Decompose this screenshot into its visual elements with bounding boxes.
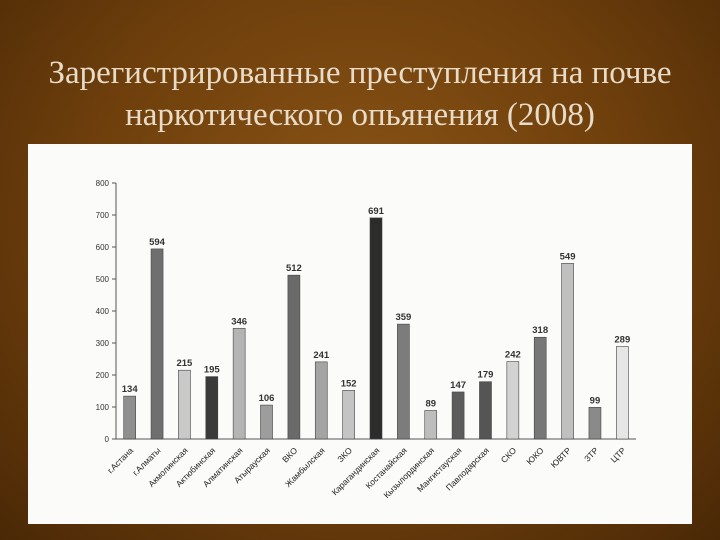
data-label: 242 — [505, 350, 521, 361]
data-label: 512 — [286, 263, 302, 274]
x-tick-label: Карагандинская — [330, 445, 382, 497]
data-label: 99 — [590, 395, 601, 406]
data-label: 549 — [560, 251, 576, 262]
bar — [479, 381, 492, 440]
bar — [123, 395, 136, 440]
bar — [369, 217, 383, 440]
data-label: 152 — [341, 378, 357, 389]
bar — [588, 407, 602, 440]
bar — [561, 263, 574, 440]
bar — [342, 390, 355, 440]
data-label: 147 — [450, 380, 466, 391]
data-label: 195 — [204, 365, 221, 376]
x-tick-label: ЦТР — [609, 445, 628, 464]
y-tick-label: 200 — [96, 371, 110, 380]
data-label: 215 — [176, 358, 193, 369]
y-tick-label: 800 — [96, 179, 110, 188]
bar-chart: 0100200300400500600700800134г.Астана594г… — [96, 179, 636, 500]
bar — [533, 336, 547, 440]
bar — [178, 369, 191, 440]
data-label: 289 — [614, 335, 630, 346]
y-tick-label: 100 — [96, 403, 110, 412]
y-tick-label: 700 — [96, 211, 110, 220]
data-label: 106 — [259, 393, 275, 404]
bar — [232, 327, 246, 440]
x-tick-label: ЗКО — [335, 445, 354, 464]
x-tick-label: ЮВТР — [549, 445, 574, 470]
y-tick-label: 600 — [96, 243, 110, 252]
data-label: 89 — [425, 399, 436, 410]
y-tick-label: 0 — [105, 435, 110, 444]
x-tick-label: СКО — [499, 445, 519, 465]
bar — [506, 361, 520, 440]
data-label: 359 — [395, 312, 411, 323]
x-tick-label: ВКО — [280, 445, 299, 464]
data-label: 179 — [478, 370, 494, 381]
y-tick-label: 500 — [96, 275, 110, 284]
bar — [424, 410, 438, 440]
data-label: 594 — [149, 237, 166, 248]
bar — [616, 346, 629, 440]
bar — [314, 361, 328, 440]
bar — [287, 274, 301, 440]
x-tick-label: ЗТР — [582, 445, 600, 463]
x-tick-label: ЮКО — [524, 445, 546, 467]
data-label: 691 — [368, 206, 385, 217]
bar — [150, 248, 164, 440]
data-label: 318 — [532, 325, 548, 336]
y-tick-label: 300 — [96, 339, 110, 348]
data-label: 134 — [122, 384, 139, 395]
slide-title: Зарегистрированные преступления на почве… — [48, 55, 672, 133]
bar — [397, 323, 410, 440]
chart-panel: 0 100 200 300 400 500 600 700 800 134 г.Астана 594 г… — [28, 144, 692, 524]
data-label: 346 — [231, 316, 247, 327]
bar — [260, 404, 273, 440]
y-tick-label: 400 — [96, 307, 110, 316]
bar — [205, 376, 219, 440]
bar — [451, 391, 465, 440]
data-label: 241 — [313, 350, 330, 361]
